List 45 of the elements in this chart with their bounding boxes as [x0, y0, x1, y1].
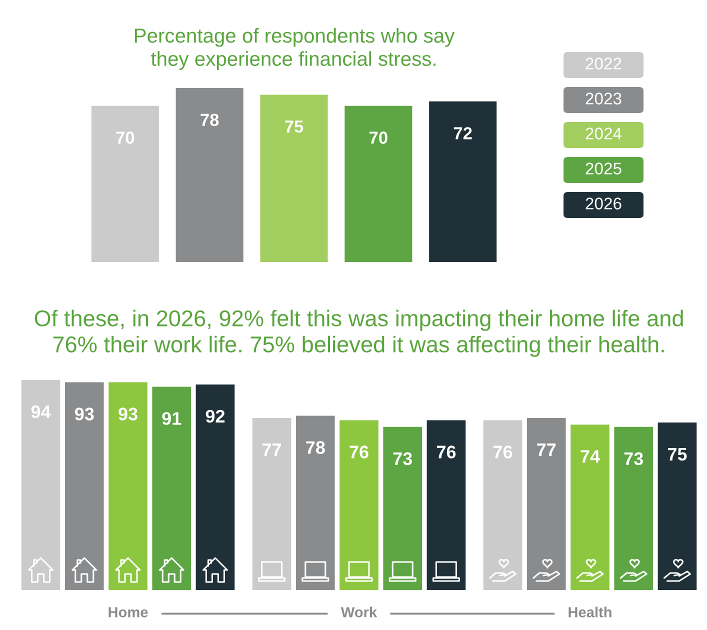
bar: [344, 106, 412, 262]
text: 2026: [586, 198, 622, 210]
x-tick-label: Home: [108, 607, 148, 618]
data-label: 75: [668, 448, 687, 461]
data-label: 76: [350, 446, 368, 458]
data-label: 93: [118, 408, 138, 420]
data-label: 73: [624, 452, 644, 466]
x-tick-label: Work: [340, 606, 378, 618]
bar: [260, 94, 328, 262]
data-label: 78: [200, 114, 219, 126]
data-label: 77: [537, 444, 556, 456]
bar: [296, 416, 335, 590]
bar: [91, 106, 159, 262]
data-label: 70: [370, 132, 388, 144]
data-label: 92: [206, 410, 225, 423]
data-label: 78: [306, 441, 325, 454]
bar: [426, 420, 466, 590]
bar: [526, 418, 566, 590]
data-label: 93: [74, 408, 94, 420]
bar: [108, 382, 148, 590]
bar: [152, 386, 192, 590]
bar: [483, 420, 522, 590]
chart-title: Of these, in 2026, 92% felt this was impacting their home life and 76% their work life. 75% believed it was affecting their health.: [34, 310, 683, 357]
data-label: 91: [162, 412, 182, 425]
text: 2024: [586, 128, 622, 140]
data-label: 76: [436, 446, 456, 458]
bar: [196, 384, 235, 590]
bar: [64, 382, 104, 590]
data-label: 74: [580, 450, 600, 463]
bar: [252, 418, 292, 590]
data-label: 72: [454, 127, 472, 140]
text: 2025: [586, 162, 622, 174]
bar: [429, 101, 497, 262]
bar: [340, 420, 378, 590]
bar: [383, 426, 422, 590]
bar: [21, 380, 60, 590]
x-tick-label: Health: [568, 606, 612, 618]
bar: [176, 88, 244, 262]
bar: [614, 426, 654, 590]
bar: [658, 422, 697, 590]
data-label: 73: [393, 452, 412, 466]
text: 2023: [586, 92, 622, 104]
data-label: 75: [285, 120, 304, 133]
chart-title: Percentage of respondents who say they experience financial stress.: [135, 28, 455, 70]
bar: [570, 424, 610, 590]
